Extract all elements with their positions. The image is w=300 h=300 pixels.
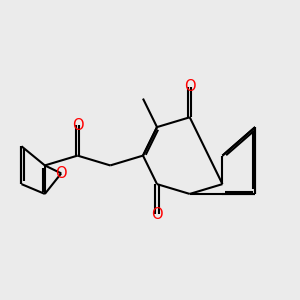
Text: O: O <box>184 80 196 94</box>
Text: O: O <box>56 166 67 181</box>
Text: O: O <box>151 207 163 222</box>
Text: O: O <box>72 118 83 133</box>
